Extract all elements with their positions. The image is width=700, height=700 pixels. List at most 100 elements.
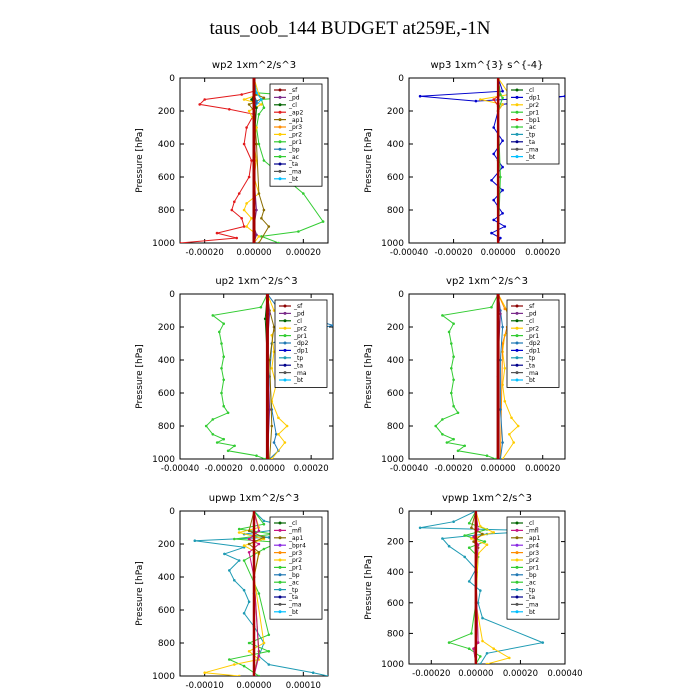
data-point-pr2 bbox=[492, 531, 496, 534]
x-tick-label: 0.00020 bbox=[286, 248, 321, 258]
legend-label: _ma bbox=[525, 146, 539, 153]
legend-label: _ac bbox=[288, 154, 299, 161]
data-point-mfl bbox=[476, 641, 480, 644]
legend-marker bbox=[515, 110, 519, 114]
y-tick-label: 800 bbox=[387, 629, 404, 639]
data-point-ap1 bbox=[262, 208, 266, 212]
data-point-ac bbox=[483, 540, 487, 543]
x-tick-label: -0.00020 bbox=[186, 248, 224, 258]
x-tick-label: -0.00020 bbox=[434, 464, 472, 474]
data-point-tp bbox=[326, 674, 328, 676]
x-tick-label: 0.00020 bbox=[294, 464, 329, 474]
data-point-ac bbox=[242, 559, 246, 562]
panel-title: wp3 1xm^{3} s^{-4} bbox=[430, 60, 543, 71]
legend-label: _mfl bbox=[525, 528, 539, 535]
legend-marker bbox=[278, 565, 282, 569]
legend-marker bbox=[278, 602, 282, 606]
legend-marker bbox=[278, 536, 282, 540]
data-point-tp bbox=[467, 580, 471, 583]
legend-label: _pr1 bbox=[525, 565, 539, 572]
legend-marker bbox=[283, 319, 287, 323]
data-point-tp bbox=[242, 612, 246, 615]
data-point-pr2 bbox=[247, 109, 251, 113]
x-tick-label: -0.00010 bbox=[186, 681, 224, 691]
legend-label: _pr4 bbox=[525, 542, 539, 549]
data-point-ap1 bbox=[267, 225, 271, 228]
data-point-ac bbox=[262, 159, 266, 162]
data-point-ap2 bbox=[198, 103, 201, 106]
chart-panel-5: upwp 1xm^2/s^3 0 200 400 600 800 1000 Pressure … bbox=[135, 493, 329, 691]
data-point-ac bbox=[467, 546, 471, 549]
data-point-pr2 bbox=[277, 433, 280, 436]
data-point-ac bbox=[267, 650, 271, 653]
legend-marker bbox=[278, 558, 282, 562]
data-point-ap1 bbox=[472, 540, 475, 543]
x-tick-label: 0.00000 bbox=[236, 681, 271, 691]
x-tick-label: 0.00000 bbox=[481, 464, 516, 474]
legend-label: _pr1 bbox=[288, 565, 302, 572]
data-point-mfl bbox=[476, 528, 480, 531]
legend-label: _ac bbox=[288, 579, 299, 586]
y-tick-label: 800 bbox=[158, 206, 175, 216]
data-point-dp1 bbox=[270, 424, 274, 428]
data-point-tp bbox=[481, 616, 484, 620]
data-point-tp bbox=[541, 641, 544, 644]
legend-marker bbox=[515, 147, 519, 151]
data-point-pr1 bbox=[452, 437, 455, 441]
legend-marker bbox=[278, 521, 282, 525]
y-tick-label: 1000 bbox=[381, 660, 404, 670]
plot-frame bbox=[408, 77, 566, 244]
y-tick-label: 600 bbox=[158, 173, 175, 183]
y-tick-label: 400 bbox=[158, 356, 175, 366]
legend-marker bbox=[278, 543, 282, 547]
data-point-pr2 bbox=[470, 537, 473, 540]
data-point-ap1 bbox=[470, 526, 473, 530]
x-tick-label: 0.00000 bbox=[481, 248, 516, 258]
legend-label: _ta bbox=[293, 362, 303, 369]
legend-label: _ma bbox=[525, 602, 539, 609]
legend-label: _bt bbox=[288, 176, 299, 183]
legend-marker bbox=[515, 580, 519, 584]
legend-marker bbox=[515, 536, 519, 540]
legend-label: _pr1 bbox=[525, 109, 539, 116]
data-point-pr1 bbox=[215, 441, 219, 444]
legend-label: _ac bbox=[525, 579, 536, 586]
legend-marker bbox=[278, 588, 282, 592]
legend-label: _ma bbox=[288, 169, 302, 176]
data-point-ap1 bbox=[257, 551, 261, 554]
legend-marker bbox=[278, 528, 282, 532]
data-point-pr2 bbox=[481, 639, 484, 643]
data-point-mfl bbox=[472, 535, 475, 539]
data-point-dp1 bbox=[418, 94, 422, 98]
legend-marker bbox=[515, 528, 519, 532]
data-point-pr2 bbox=[247, 650, 251, 653]
data-point-pr1 bbox=[211, 418, 215, 421]
legend-marker bbox=[283, 334, 287, 338]
data-point-dp1 bbox=[499, 236, 502, 240]
legend-label: _cl bbox=[288, 520, 297, 527]
legend: _cl_mfl_ap1_bpr4_pr3_pr2_pr1_bp_ac_tp_ta… bbox=[269, 516, 323, 620]
data-point-ap1 bbox=[255, 142, 258, 146]
y-tick-label: 400 bbox=[387, 140, 404, 150]
y-tick-label: 200 bbox=[387, 107, 404, 117]
data-point-pr2 bbox=[237, 531, 241, 534]
y-axis-label: Pressure [hPa] bbox=[135, 128, 145, 193]
legend-marker bbox=[278, 169, 282, 173]
data-point-ap2 bbox=[242, 142, 246, 146]
data-point-mfl bbox=[247, 537, 251, 541]
y-tick-label: 400 bbox=[387, 568, 404, 578]
y-tick-label: 1000 bbox=[152, 239, 175, 249]
legend-label: _bt bbox=[288, 609, 299, 616]
data-point-pr2 bbox=[242, 98, 246, 101]
data-point-pr1 bbox=[434, 424, 438, 428]
y-tick-label: 200 bbox=[387, 323, 404, 333]
legend-label: _ac bbox=[525, 124, 536, 131]
legend-label: _sf bbox=[288, 87, 298, 94]
data-point-pr2 bbox=[485, 543, 489, 546]
data-point-pr2 bbox=[245, 225, 248, 228]
legend-label: _cl bbox=[525, 318, 534, 325]
legend-label: _pr1 bbox=[288, 139, 302, 146]
chart-panel-2: wp3 1xm^{3} s^{-4} 0 200 400 600 800 1000 Press… bbox=[364, 60, 566, 258]
data-point-pr2 bbox=[492, 647, 496, 650]
y-tick-label: 400 bbox=[158, 140, 175, 150]
